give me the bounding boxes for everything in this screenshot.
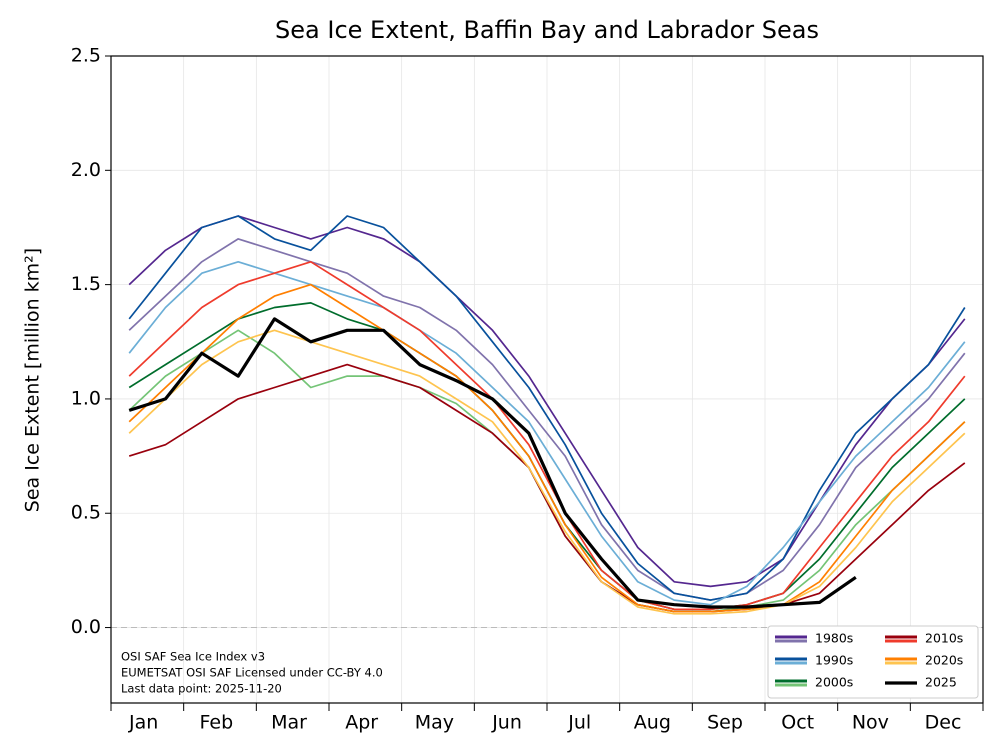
legend-label: 1980s: [815, 631, 853, 646]
x-tick-label: Apr: [345, 712, 378, 734]
annotation: Last data point: 2025-11-20: [121, 682, 282, 696]
y-tick-label: 2.0: [71, 159, 101, 181]
legend-box: [767, 625, 979, 699]
series-line: [128, 215, 966, 601]
series-line: [128, 317, 857, 609]
annotation: OSI SAF Sea Ice Index v3: [121, 650, 265, 664]
series-line: [128, 329, 966, 615]
x-tick-label: May: [415, 712, 454, 734]
y-tick-label: 2.5: [71, 45, 101, 67]
series-line: [128, 215, 966, 588]
x-tick-label: Sep: [707, 712, 743, 734]
legend-label: 2025: [925, 675, 957, 690]
legend-label: 2000s: [815, 675, 853, 690]
chart-title: Sea Ice Extent, Baffin Bay and Labrador …: [275, 16, 819, 44]
series-line: [128, 260, 966, 611]
x-tick-label: Jan: [128, 712, 158, 734]
series-line: [128, 283, 966, 613]
x-tick-label: Jul: [567, 712, 591, 734]
y-tick-label: 1.0: [71, 387, 101, 409]
y-tick-label: 1.5: [71, 273, 101, 295]
x-tick-label: Jun: [491, 712, 522, 734]
series-line: [128, 238, 966, 601]
x-tick-label: Nov: [852, 712, 889, 734]
x-tick-label: Feb: [200, 712, 234, 734]
y-tick-label: 0.0: [71, 616, 101, 638]
legend-label: 2020s: [925, 653, 963, 668]
series-line: [128, 363, 966, 613]
legend-label: 2010s: [925, 631, 963, 646]
x-tick-label: Dec: [925, 712, 962, 734]
series-line: [128, 260, 966, 606]
y-tick-label: 0.5: [71, 502, 101, 524]
x-tick-label: Mar: [271, 712, 307, 734]
x-tick-label: Oct: [781, 712, 814, 734]
y-axis-label: Sea Ice Extent [million km²]: [22, 248, 44, 512]
plot-frame: [110, 55, 984, 704]
x-tick-label: Aug: [634, 712, 671, 734]
annotation: EUMETSAT OSI SAF Licensed under CC-BY 4.…: [121, 666, 383, 680]
legend-label: 1990s: [815, 653, 853, 668]
